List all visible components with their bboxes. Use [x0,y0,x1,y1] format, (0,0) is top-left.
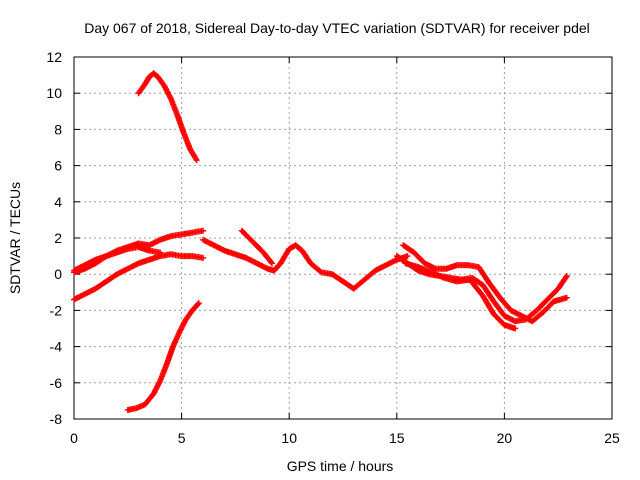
data-point-fill [144,247,151,254]
data-point-fill [317,268,324,275]
data-point-fill [419,258,426,265]
data-point-fill [327,270,334,277]
data-point-fill [426,268,433,275]
data-point-fill [152,72,159,79]
data-point-fill [477,290,484,297]
x-tick-label: 15 [389,430,405,446]
y-tick-label: -6 [50,375,63,391]
data-point-fill [495,292,502,299]
data-point-fill [484,277,491,284]
y-tick-label: 6 [54,158,62,174]
data-point-fill [305,257,312,264]
series-arc-low [124,300,202,413]
data-point-fill [413,263,420,270]
data-point-fill [369,269,376,276]
data-point-fill [505,305,512,312]
data-point-fill [537,311,544,318]
series-track-g [400,242,570,325]
data-point-fill [162,363,169,370]
x-tick-label: 10 [281,430,297,446]
y-tick-label: 4 [54,194,62,210]
x-tick-label: 20 [497,430,513,446]
data-point-fill [275,262,282,269]
x-axis-label: GPS time / hours [287,458,394,474]
data-point-fill [562,295,569,302]
data-point-fill [489,308,496,315]
data-point-fill [258,247,265,254]
x-tick-label: 5 [178,430,186,446]
data-point-fill [267,257,274,264]
y-tick-label: 8 [54,121,62,137]
data-point-fill [247,236,254,243]
data-point-fill [562,275,569,282]
data-point-fill [510,325,517,332]
data-point-fill [198,254,205,261]
data-point-fill [155,249,162,256]
data-point-fill [123,246,130,253]
data-point-fill [531,309,538,316]
series-track-a [71,227,207,276]
y-axis-label: SDTVAR / TECUs [7,182,23,294]
data-points [71,70,570,413]
x-tick-label: 0 [70,430,78,446]
y-tick-label: -8 [50,411,63,427]
data-point-fill [100,280,107,287]
data-point-fill [187,309,194,316]
data-point-fill [194,301,201,308]
data-point-fill [316,267,323,274]
series-track-b [71,251,207,303]
y-tick-label: 0 [54,266,62,282]
y-tick-label: -4 [50,339,63,355]
data-point-fill [488,295,495,302]
y-tick-label: 2 [54,230,62,246]
data-point-fill [140,83,147,90]
data-point-fill [542,298,549,305]
data-point-fill [180,128,187,135]
data-point-fill [477,280,484,287]
data-point-fill [193,302,200,309]
data-point-fill [192,155,199,162]
data-point-fill [131,405,138,412]
data-point-fill [337,276,344,283]
series-track-h [402,260,519,332]
y-tick-label: 12 [46,49,62,65]
data-point-fill [296,245,303,252]
y-tick-label: -2 [50,302,63,318]
chart-title: Day 067 of 2018, Sidereal Day-to-day VTE… [84,20,590,36]
data-point-fill [359,278,366,285]
series-track-e [238,227,275,267]
data-point-fill [499,310,506,317]
x-tick-label: 25 [604,430,620,446]
data-point-fill [198,228,205,235]
data-point-fill [111,272,118,279]
data-point-fill [148,393,155,400]
data-point-fill [144,76,151,83]
data-point-fill [553,287,560,294]
data-point-fill [159,80,166,87]
grid [74,57,612,419]
series-arc-high [135,70,200,164]
data-point-fill [166,233,173,240]
y-tick-label: 10 [46,85,62,101]
data-point-fill [169,344,176,351]
axis-ticks: 0 5 10 15 20 25 -8 -6 -4 -2 0 2 4 6 8 10 12 [46,49,620,446]
data-point-fill [562,274,569,281]
data-point-fill [173,110,180,117]
data-point-fill [408,247,415,254]
data-point-fill [499,319,506,326]
series-track-d [200,236,411,292]
data-point-fill [268,259,275,266]
series-track-c [71,244,164,274]
data-point-fill [548,300,555,307]
data-point-fill [439,274,446,281]
data-point-fill [403,253,410,260]
